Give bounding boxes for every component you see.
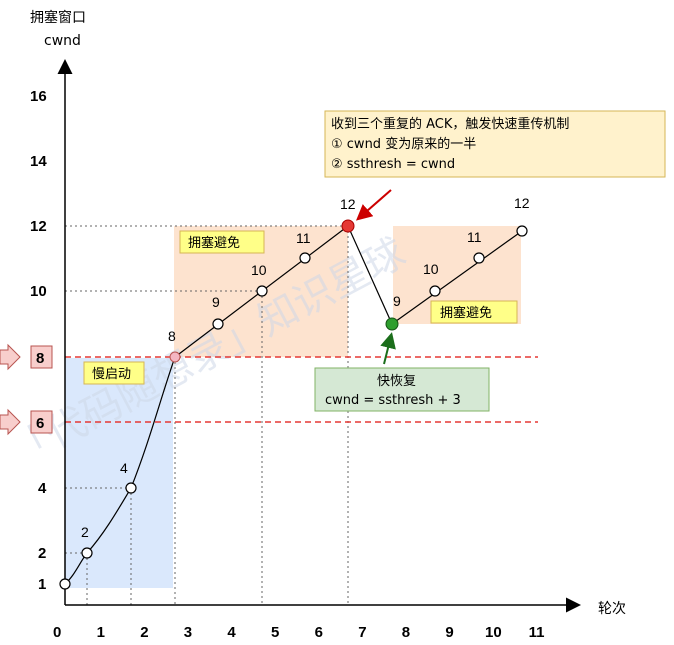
- callout-bottom-line1: 快恢复: [377, 374, 416, 389]
- callout-bottom-line2: cwnd = ssthresh + 3: [325, 393, 461, 408]
- x-tick-labels: 0 1 2 3 4 5 6 7 8 9 10 11: [53, 624, 544, 641]
- x-tick-label: 7: [358, 624, 366, 641]
- marker-box-6-outline: [30, 410, 53, 434]
- y-tick-labels: 16 14 12 10 4 2 1: [30, 88, 47, 593]
- callout-bottom-arrow: [380, 332, 396, 365]
- marker-box-6: [31, 411, 52, 433]
- x-tick-label: 9: [445, 624, 453, 641]
- recovery-point: [385, 317, 399, 331]
- point-4: [212, 318, 224, 330]
- callout-top-line2: ① cwnd 变为原来的一半: [331, 136, 476, 152]
- guide-lines: [65, 225, 349, 605]
- callout-bottom-box: [315, 368, 489, 411]
- callout-top-border: [324, 110, 666, 178]
- marker-arrow-8: [0, 345, 20, 369]
- point-label: 8: [168, 328, 176, 344]
- callout-top-line1: 收到三个重复的 ACK，触发快速重传机制: [331, 116, 569, 132]
- data-points: [59, 225, 528, 590]
- callout-top-arrow: [355, 189, 392, 221]
- avoidance-label-box-2: [430, 300, 518, 324]
- slow-start-curve: [64, 356, 176, 585]
- loss-point: [341, 219, 355, 233]
- marker-label-6: 6: [36, 415, 44, 432]
- threshold-marker-6: 6: [0, 408, 53, 436]
- point-3-threshold: [169, 351, 181, 363]
- point-5: [256, 285, 268, 297]
- x-tick-label: 8: [402, 624, 410, 641]
- threshold-marker-8: 8: [0, 343, 53, 371]
- x-tick-label: 2: [140, 624, 148, 641]
- marker-arrow-6: [0, 410, 20, 434]
- x-tick-label: 4: [227, 624, 236, 641]
- y-tick-label: 4: [38, 480, 47, 497]
- x-tick-label: 3: [184, 624, 192, 641]
- marker-box-8: [31, 346, 52, 368]
- x-tick-label: 5: [271, 624, 279, 641]
- point-label: 10: [423, 261, 439, 277]
- marker-box-8-outline: [30, 345, 53, 369]
- callout-top-line3: ② ssthresh = cwnd: [331, 157, 455, 172]
- y-axis-title: 拥塞窗口: [30, 9, 86, 26]
- y-tick-label: 12: [30, 218, 47, 235]
- y-tick-label: 10: [30, 283, 47, 300]
- x-tick-label: 11: [529, 624, 545, 641]
- point-label: 4: [120, 460, 128, 476]
- point-0: [59, 578, 71, 590]
- y-tick-label: 14: [30, 153, 47, 170]
- y-tick-label: 1: [38, 576, 46, 593]
- point-label: 11: [296, 230, 311, 246]
- callout-top-box: [325, 111, 665, 177]
- point-label: 11: [467, 229, 482, 245]
- slow-start-label-box: [83, 361, 145, 385]
- avoidance-label-1: 拥塞避免: [188, 235, 240, 251]
- point-2: [125, 482, 137, 494]
- x-tick-label: 10: [485, 624, 502, 641]
- marker-arrow-8-outline: [0, 343, 21, 371]
- x-tick-label: 1: [97, 624, 105, 641]
- drop-line: [347, 225, 393, 325]
- point-label: 9: [212, 294, 220, 310]
- point-label: 10: [251, 262, 267, 278]
- y-tick-label: 2: [38, 545, 46, 562]
- y-axis-unit: cwnd: [44, 33, 81, 49]
- point-10: [473, 252, 485, 264]
- point-11: [516, 225, 528, 237]
- point-1: [81, 547, 93, 559]
- slow-start-label: 慢启动: [92, 366, 131, 382]
- point-label: 12: [340, 196, 356, 212]
- avoidance-label-box-1: [179, 230, 265, 254]
- avoidance-label-2: 拥塞避免: [440, 305, 492, 321]
- marker-arrow-6-outline: [0, 408, 21, 436]
- point-label: 2: [81, 524, 89, 540]
- x-tick-label: 6: [315, 624, 323, 641]
- avoidance-line-2: [391, 230, 523, 325]
- point-label: 9: [393, 293, 401, 309]
- point-label: 12: [514, 195, 530, 211]
- x-axis-title: 轮次: [598, 601, 626, 617]
- point-9: [429, 285, 441, 297]
- marker-label-8: 8: [36, 350, 44, 367]
- y-tick-label: 16: [30, 88, 47, 105]
- callout-bottom-border: [314, 367, 490, 412]
- point-6: [299, 252, 311, 264]
- x-tick-label: 0: [53, 624, 61, 641]
